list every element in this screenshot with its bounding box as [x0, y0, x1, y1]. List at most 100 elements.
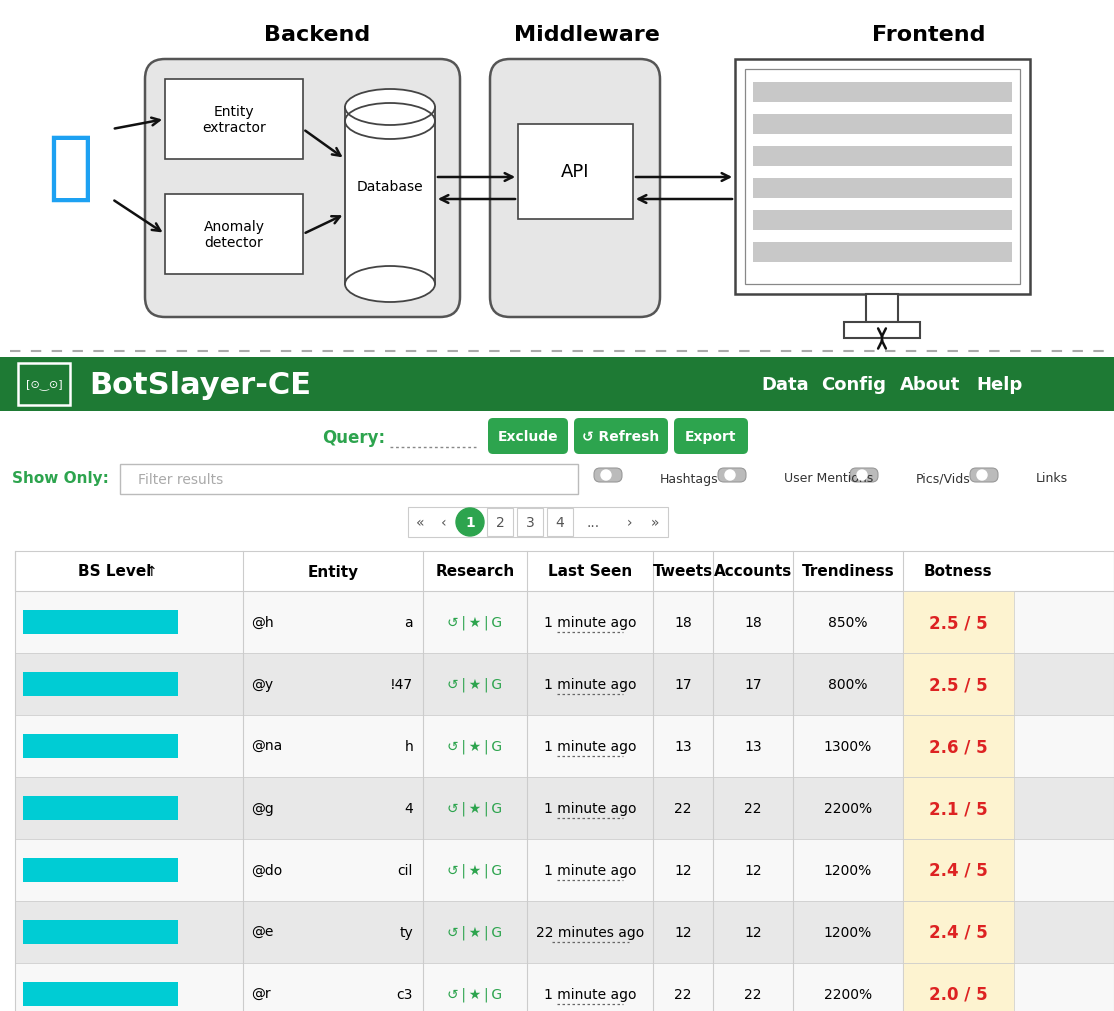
Text: ↺ | ★ | G: ↺ | ★ | G — [448, 801, 502, 816]
Text: @e: @e — [251, 925, 273, 939]
Bar — [903, 777, 1014, 839]
Text: 12: 12 — [744, 863, 762, 878]
Text: 1 minute ago: 1 minute ago — [544, 677, 636, 692]
Text: 1300%: 1300% — [824, 739, 872, 753]
Text: Entity
extractor: Entity extractor — [202, 105, 266, 134]
Bar — [408, 508, 668, 538]
Bar — [487, 509, 514, 537]
Text: ‹: ‹ — [441, 516, 447, 530]
Text: h: h — [404, 739, 413, 753]
Bar — [23, 920, 178, 944]
Bar — [735, 60, 1030, 295]
Text: ↺ | ★ | G: ↺ | ★ | G — [448, 677, 502, 692]
Text: 1 minute ago: 1 minute ago — [544, 616, 636, 630]
Text: ↺ | ★ | G: ↺ | ★ | G — [448, 615, 502, 630]
Text: @g: @g — [251, 801, 274, 815]
Text: ↑: ↑ — [145, 564, 157, 578]
Bar — [753, 83, 1012, 103]
Text: 12: 12 — [744, 925, 762, 939]
Text: 2200%: 2200% — [824, 801, 872, 815]
Bar — [518, 125, 633, 219]
Text: 850%: 850% — [828, 616, 868, 630]
Bar — [903, 653, 1014, 716]
Text: 2.5 / 5: 2.5 / 5 — [929, 675, 987, 694]
Circle shape — [600, 470, 610, 480]
Text: 2.5 / 5: 2.5 / 5 — [929, 614, 987, 632]
Bar — [753, 210, 1012, 231]
Text: «: « — [416, 516, 424, 530]
Text: Help: Help — [977, 376, 1023, 393]
Text: Config: Config — [821, 376, 887, 393]
Bar — [866, 295, 898, 323]
Text: Anomaly
detector: Anomaly detector — [204, 219, 264, 250]
Bar — [120, 464, 578, 494]
FancyBboxPatch shape — [488, 419, 568, 455]
FancyBboxPatch shape — [850, 468, 878, 482]
Bar — [903, 591, 1014, 653]
Bar — [14, 839, 1114, 901]
Text: Last Seen: Last Seen — [548, 564, 632, 579]
Text: ↺ | ★ | G: ↺ | ★ | G — [448, 987, 502, 1001]
Bar — [23, 982, 178, 1006]
Text: 12: 12 — [674, 925, 692, 939]
Ellipse shape — [345, 90, 434, 126]
Text: 2.1 / 5: 2.1 / 5 — [929, 800, 987, 817]
Text: 🐦: 🐦 — [47, 130, 92, 205]
Text: @do: @do — [251, 863, 282, 878]
FancyBboxPatch shape — [490, 60, 659, 317]
Text: 18: 18 — [744, 616, 762, 630]
Text: 2.4 / 5: 2.4 / 5 — [929, 923, 987, 941]
Bar — [903, 901, 1014, 963]
Text: 1 minute ago: 1 minute ago — [544, 987, 636, 1001]
FancyBboxPatch shape — [970, 468, 998, 482]
Bar — [14, 777, 1114, 839]
Text: Export: Export — [685, 430, 736, 444]
Bar — [14, 653, 1114, 716]
Text: 1 minute ago: 1 minute ago — [544, 739, 636, 753]
Circle shape — [456, 509, 483, 537]
Text: Tweets: Tweets — [653, 564, 713, 579]
Text: 1200%: 1200% — [824, 863, 872, 878]
Bar — [844, 323, 920, 339]
Bar — [0, 358, 1114, 411]
Text: 12: 12 — [674, 863, 692, 878]
Text: 1 minute ago: 1 minute ago — [544, 863, 636, 878]
Text: 22: 22 — [744, 801, 762, 815]
Text: a: a — [404, 616, 413, 630]
Bar — [753, 243, 1012, 263]
Text: Accounts: Accounts — [714, 564, 792, 579]
Bar — [903, 839, 1014, 901]
Text: Exclude: Exclude — [498, 430, 558, 444]
Text: Pics/Vids: Pics/Vids — [916, 472, 970, 485]
Text: 4: 4 — [556, 516, 565, 530]
Text: Show Only:: Show Only: — [11, 471, 108, 486]
Text: Botness: Botness — [924, 564, 993, 579]
Text: c3: c3 — [397, 987, 413, 1001]
Text: ↺ | ★ | G: ↺ | ★ | G — [448, 739, 502, 753]
Text: 3: 3 — [526, 516, 535, 530]
Bar — [14, 551, 1114, 591]
Text: BotSlayer-CE: BotSlayer-CE — [89, 370, 311, 399]
FancyBboxPatch shape — [574, 419, 668, 455]
Bar — [745, 70, 1020, 285]
Bar — [903, 963, 1014, 1011]
Text: »: » — [651, 516, 659, 530]
Text: 22 minutes ago: 22 minutes ago — [536, 925, 644, 939]
Text: @na: @na — [251, 739, 282, 753]
Text: 13: 13 — [674, 739, 692, 753]
Bar — [903, 716, 1014, 777]
Text: Filter results: Filter results — [138, 472, 223, 486]
Bar — [23, 858, 178, 883]
Text: 13: 13 — [744, 739, 762, 753]
FancyBboxPatch shape — [674, 419, 747, 455]
Text: User Mentions: User Mentions — [784, 472, 873, 485]
Text: 2.0 / 5: 2.0 / 5 — [929, 985, 987, 1003]
Bar — [23, 734, 178, 758]
Text: @r: @r — [251, 987, 271, 1001]
Text: Links: Links — [1036, 472, 1068, 485]
Bar — [14, 591, 1114, 653]
Text: 22: 22 — [674, 987, 692, 1001]
Text: @y: @y — [251, 677, 273, 692]
Text: About: About — [900, 376, 960, 393]
Bar — [14, 901, 1114, 963]
